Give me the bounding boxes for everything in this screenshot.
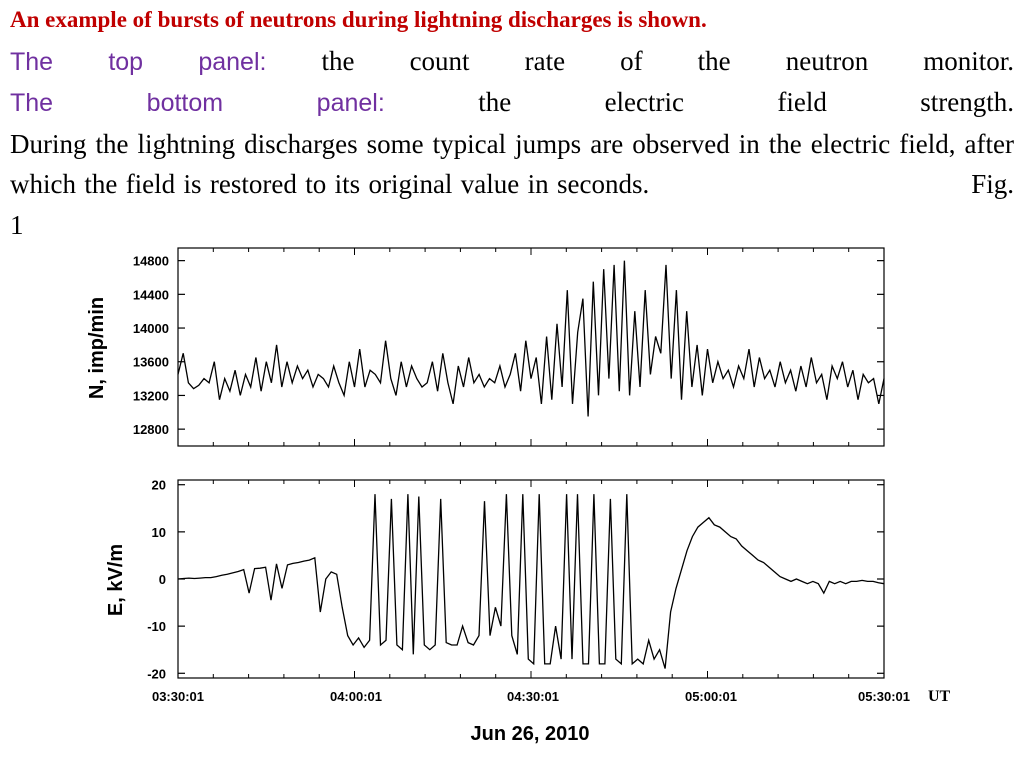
top-panel-text: the count rate of the neutron monitor. (321, 45, 1015, 76)
y-tick-label: 10 (152, 525, 166, 540)
top-panel-label: The top panel: (10, 47, 267, 76)
electric-field-series (177, 494, 885, 669)
y-tick-label: -20 (147, 666, 166, 681)
ut-unit-label: UT (928, 688, 951, 705)
x-tick-label: 05:00:01 (685, 689, 737, 704)
figure-caption: An example of bursts of neutrons during … (10, 0, 1014, 245)
y-tick-label: -10 (147, 619, 166, 634)
y-tick-label: 12800 (133, 422, 169, 437)
caption-top-line: The top panel: the count rate of the neu… (10, 41, 1014, 83)
bottom-panel: -20 -10 0 10 20 E, kV/m 03:30:01 04:00:01 04:3… (105, 478, 951, 745)
neutron-count-series (177, 260, 885, 417)
bottom-panel-label: The bottom panel: (10, 89, 385, 117)
y-tick-label: 13600 (133, 355, 169, 370)
caption-body: During the lightning discharges some typ… (10, 128, 1014, 240)
y-tick-label: 14800 (133, 254, 169, 269)
x-tick-label: 04:30:01 (507, 689, 559, 704)
caption-heading: An example of bursts of neutrons during … (10, 7, 707, 32)
x-axis-title: Jun 26, 2010 (471, 723, 590, 745)
top-plot-frame (177, 247, 885, 447)
figure-label: Fig. 1 (10, 169, 1014, 240)
x-tick-label: 05:30:01 (858, 689, 910, 704)
y-tick-label: 20 (152, 478, 166, 493)
top-y-axis-title: N, imp/min (86, 297, 108, 399)
x-tick-label: 04:00:01 (330, 689, 382, 704)
caption-heading-line: An example of bursts of neutrons during … (10, 0, 1014, 41)
top-panel: 12800 13200 13600 14000 14400 14800 N, imp/mi… (86, 247, 885, 447)
y-tick-label: 13200 (133, 388, 169, 403)
y-tick-label: 14000 (133, 321, 169, 336)
y-tick-label: 0 (159, 572, 166, 587)
bottom-y-axis-title: E, kV/m (105, 544, 127, 616)
bottom-panel-text: the electric field strength. (478, 87, 1014, 117)
caption-bottom-line: The bottom panel: the electric field str… (10, 82, 1014, 124)
x-tick-label: 03:30:01 (152, 689, 204, 704)
y-tick-label: 14400 (133, 287, 169, 302)
